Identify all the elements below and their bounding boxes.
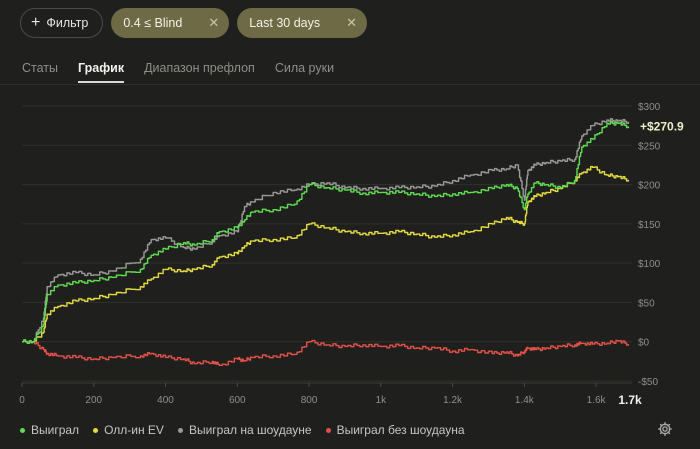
filter-chip-period[interactable]: Last 30 days ✕: [237, 8, 368, 38]
tab-preflop-range[interactable]: Диапазон префлоп: [144, 61, 255, 75]
chart-legend: Выиграл Олл-ин EV Выиграл на шоудауне Вы…: [20, 423, 465, 437]
tab-bar: Статы График Диапазон префлоп Сила руки: [22, 61, 334, 83]
x-tick-label: 800: [301, 395, 318, 406]
y-tick-label: $150: [638, 220, 661, 231]
filter-chip-blind[interactable]: 0.4 ≤ Blind ✕: [111, 8, 230, 38]
legend-dot: [93, 427, 99, 433]
tab-stats[interactable]: Статы: [22, 61, 58, 75]
y-tick-label: $100: [638, 259, 661, 270]
y-tick-label: $50: [638, 298, 655, 309]
x-tick-label: 1.4k: [515, 395, 535, 406]
x-tick-label: 1k: [376, 395, 388, 406]
x-tick-label: 1.2k: [443, 395, 463, 406]
series-line-3: [22, 339, 630, 366]
x-end-label: 1.7k: [618, 393, 642, 407]
legend-label: Выиграл без шоудауна: [336, 423, 465, 437]
legend-label: Выиграл на шоудауне: [188, 423, 312, 437]
legend-item-non-showdown[interactable]: Выиграл без шоудауна: [325, 423, 465, 437]
x-tick-label: 600: [229, 395, 246, 406]
x-tick-label: 200: [85, 395, 102, 406]
close-icon[interactable]: ✕: [346, 15, 358, 30]
series-line-2: [22, 118, 630, 344]
legend-dot: [325, 427, 331, 433]
legend-dot: [177, 427, 183, 433]
series-line-1: [22, 165, 630, 344]
legend-label: Выиграл: [31, 423, 80, 437]
legend-dot: [20, 427, 25, 433]
filter-bar: + Фильтр 0.4 ≤ Blind ✕ Last 30 days ✕: [20, 8, 368, 38]
filter-chip-label: 0.4 ≤ Blind: [123, 16, 183, 30]
x-tick-label: 400: [157, 395, 174, 406]
filter-chip-label: Last 30 days: [249, 16, 321, 30]
add-filter-button[interactable]: + Фильтр: [20, 8, 104, 38]
y-tick-label: $300: [638, 102, 661, 113]
legend-item-won[interactable]: Выиграл: [20, 423, 79, 437]
legend-item-allin-ev[interactable]: Олл-ин EV: [93, 423, 164, 437]
legend-label: Олл-ин EV: [104, 423, 164, 437]
x-tick-label: 0: [19, 395, 25, 406]
legend-item-showdown[interactable]: Выиграл на шоудауне: [177, 423, 312, 437]
y-tick-label: $250: [638, 141, 661, 152]
gear-icon[interactable]: [657, 421, 673, 437]
y-tick-label: -$50: [638, 377, 658, 388]
series-line-0: [22, 121, 630, 344]
tab-divider: [0, 84, 700, 85]
add-filter-label: Фильтр: [46, 16, 89, 30]
close-icon[interactable]: ✕: [208, 15, 220, 30]
y-tick-label: $0: [638, 338, 650, 349]
tab-graph[interactable]: График: [78, 61, 125, 83]
final-value-label: +$270.9: [640, 119, 684, 133]
tab-hand-strength[interactable]: Сила руки: [274, 61, 335, 75]
x-tick-label: 1.6k: [587, 395, 607, 406]
y-tick-label: $200: [638, 181, 661, 192]
plus-icon: +: [31, 14, 41, 31]
